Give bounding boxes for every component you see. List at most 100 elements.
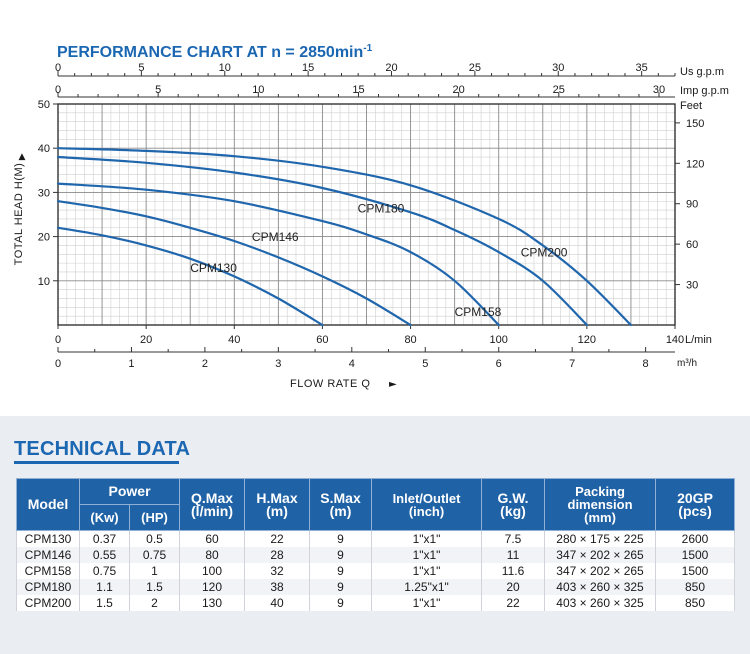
header-hp: (HP) [128, 504, 181, 531]
cell-gw: 11.6 [481, 563, 546, 579]
header-inlet-line1: Inlet/Outlet [392, 490, 461, 506]
usgpm-tick-label: 25 [469, 62, 481, 74]
header-20gp: 20GP (pcs) [655, 478, 736, 531]
lmin-tick-label: 60 [316, 334, 328, 346]
impgpm-tick-label: 25 [553, 84, 565, 96]
m3h-tick-label: 3 [275, 358, 281, 370]
m3h-tick-label: 8 [643, 358, 649, 370]
cell-gw: 11 [481, 547, 546, 563]
performance-chart: PERFORMANCE CHART AT n = 2850min-1 10203… [13, 43, 729, 390]
lmin-axis-label: L/min [685, 334, 712, 346]
cell-smax: 9 [309, 579, 373, 595]
usgpm-tick-label: 15 [302, 62, 314, 74]
header-inlet-line2: (inch) [408, 503, 445, 519]
feet-tick-label: 120 [686, 158, 704, 170]
curve-label-cpm158: CPM158 [455, 305, 502, 319]
cell-packing: 403 × 260 × 325 [544, 579, 657, 595]
cell-hmax: 32 [244, 563, 311, 579]
table-row: CPM200 1.5 2 130 40 9 1"x1" 22 403 × 260… [16, 595, 736, 611]
header-qmax-line2: (l/min) [191, 502, 234, 519]
header-hmax: H.Max (m) [244, 478, 311, 531]
x-axis-label: FLOW RATE Q [290, 378, 370, 390]
table-row: CPM180 1.1 1.5 120 38 9 1.25"x1" 20 403 … [16, 579, 736, 595]
lmin-tick-label: 100 [490, 334, 508, 346]
usgpm-axis-label: Us g.p.m [680, 66, 724, 78]
usgpm-tick-label: 20 [385, 62, 397, 74]
curve-cpm146 [56, 200, 412, 327]
header-packing: Packing dimension (mm) [544, 478, 657, 531]
cell-qmax: 100 [179, 563, 246, 579]
cell-packing: 347 × 202 × 265 [544, 547, 657, 563]
curve-cpm158 [56, 182, 500, 327]
chart-title-superscript: -1 [363, 43, 372, 54]
cell-smax: 9 [309, 547, 373, 563]
lmin-tick-label: 20 [140, 334, 152, 346]
cell-20gp: 850 [655, 579, 736, 595]
cell-kw: 1.1 [79, 579, 130, 595]
y-tick-label: 10 [38, 276, 50, 288]
impgpm-tick-label: 30 [653, 84, 665, 96]
feet-tick-label: 60 [686, 239, 698, 251]
usgpm-tick-label: 30 [552, 62, 564, 74]
cell-qmax: 130 [179, 595, 246, 611]
header-inlet-outlet: Inlet/Outlet (inch) [371, 478, 483, 531]
y-axis-label: TOTAL HEAD H(M) [13, 163, 25, 266]
curve-cpm180 [56, 155, 588, 327]
cell-hmax: 28 [244, 547, 311, 563]
x-axis-arrow: ► [389, 379, 397, 390]
m3h-tick-label: 5 [422, 358, 428, 370]
chart-title: PERFORMANCE CHART AT n = 2850min-1 [57, 43, 373, 61]
cell-model: CPM200 [16, 595, 80, 611]
feet-tick-label: 150 [686, 118, 704, 130]
header-pack-line3: (mm) [584, 510, 616, 525]
impgpm-tick-label: 5 [155, 84, 161, 96]
cell-hp: 0.75 [128, 547, 181, 563]
curve-label-cpm130: CPM130 [190, 261, 237, 275]
impgpm-tick-label: 20 [453, 84, 465, 96]
cell-packing: 347 × 202 × 265 [544, 563, 657, 579]
header-kw: (Kw) [79, 504, 130, 531]
header-smax: S.Max (m) [309, 478, 373, 531]
cell-model: CPM146 [16, 547, 80, 563]
cell-model: CPM130 [16, 530, 80, 547]
m3h-axis-label: m³/h [677, 358, 697, 369]
cell-kw: 0.75 [79, 563, 130, 579]
header-gp-line2: (pcs) [678, 502, 712, 519]
cell-hp: 1.5 [128, 579, 181, 595]
impgpm-tick-label: 0 [55, 84, 61, 96]
header-model: Model [16, 478, 80, 531]
m3h-tick-label: 6 [496, 358, 502, 370]
y-tick-label: 50 [38, 99, 50, 111]
m3h-tick-label: 2 [202, 358, 208, 370]
header-qmax: Q.Max (l/min) [179, 478, 246, 531]
cell-kw: 0.55 [79, 547, 130, 563]
curve-label-cpm180: CPM180 [358, 201, 405, 215]
header-smax-line2: (m) [329, 502, 352, 519]
table-row: CPM146 0.55 0.75 80 28 9 1"x1" 11 347 × … [16, 547, 736, 563]
cell-packing: 280 × 175 × 225 [544, 530, 657, 547]
lmin-tick-label: 40 [228, 334, 240, 346]
cell-20gp: 1500 [655, 563, 736, 579]
header-pack-line2: dimension [567, 497, 633, 512]
cell-gw: 7.5 [481, 530, 546, 547]
y-tick-label: 30 [38, 187, 50, 199]
cell-inlet: 1"x1" [371, 547, 483, 563]
impgpm-tick-label: 15 [352, 84, 364, 96]
curve-cpm200 [56, 147, 632, 327]
cell-inlet: 1"x1" [371, 563, 483, 579]
curve-cpm130 [56, 226, 324, 327]
header-hmax-line1: H.Max [256, 489, 298, 506]
chart-grid [57, 103, 676, 326]
cell-gw: 20 [481, 579, 546, 595]
cell-20gp: 2600 [655, 530, 736, 547]
chart-curves: CPM130 CPM146 CPM158 CPM180 CPM200 [56, 147, 632, 327]
y-tick-label: 20 [38, 232, 50, 244]
lmin-tick-label: 80 [404, 334, 416, 346]
table-row: CPM130 0.37 0.5 60 22 9 1"x1" 7.5 280 × … [16, 530, 736, 547]
usgpm-tick-label: 0 [55, 62, 61, 74]
curve-label-cpm146: CPM146 [252, 230, 299, 244]
cell-kw: 1.5 [79, 595, 130, 611]
header-gw: G.W. (kg) [481, 478, 546, 531]
m3h-tick-label: 7 [569, 358, 575, 370]
cell-qmax: 80 [179, 547, 246, 563]
